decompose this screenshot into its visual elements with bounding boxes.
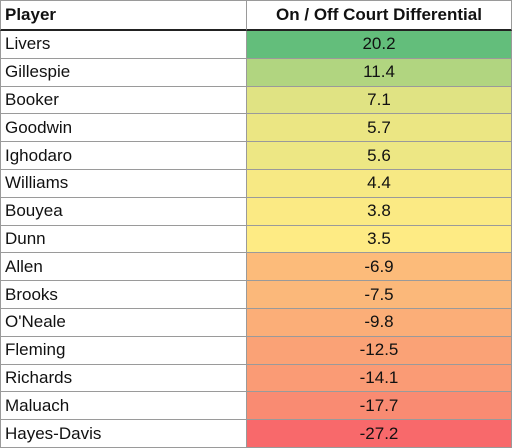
value-cell: 20.2	[247, 31, 512, 59]
player-cell: Gillespie	[0, 58, 247, 87]
header-cell: On / Off Court Differential	[247, 0, 512, 31]
player-cell: Allen	[0, 253, 247, 282]
player-cell: Bouyea	[0, 197, 247, 226]
player-cell: Hayes-Davis	[0, 420, 247, 448]
value-cell: -7.5	[247, 281, 512, 309]
value-cell: 5.6	[247, 142, 512, 170]
player-cell: Williams	[0, 170, 247, 198]
player-cell: Livers	[0, 31, 247, 59]
value-cell: -27.2	[247, 420, 512, 448]
value-cell: 5.7	[247, 114, 512, 143]
player-cell: Ighodaro	[0, 142, 247, 170]
player-cell: Maluach	[0, 392, 247, 421]
value-cell: -9.8	[247, 309, 512, 337]
value-cell: -12.5	[247, 336, 512, 365]
value-cell: 3.5	[247, 225, 512, 254]
player-cell: Dunn	[0, 225, 247, 254]
player-cell: Booker	[0, 86, 247, 115]
player-cell: Richards	[0, 364, 247, 393]
value-cell: 11.4	[247, 58, 512, 87]
value-cell: -6.9	[247, 253, 512, 282]
player-cell: O'Neale	[0, 309, 247, 337]
value-cell: 7.1	[247, 86, 512, 115]
player-cell: Goodwin	[0, 114, 247, 143]
player-cell: Fleming	[0, 336, 247, 365]
value-cell: -14.1	[247, 364, 512, 393]
header-cell: Player	[0, 0, 247, 31]
value-cell: -17.7	[247, 392, 512, 421]
value-cell: 4.4	[247, 170, 512, 198]
player-cell: Brooks	[0, 281, 247, 309]
value-cell: 3.8	[247, 197, 512, 226]
